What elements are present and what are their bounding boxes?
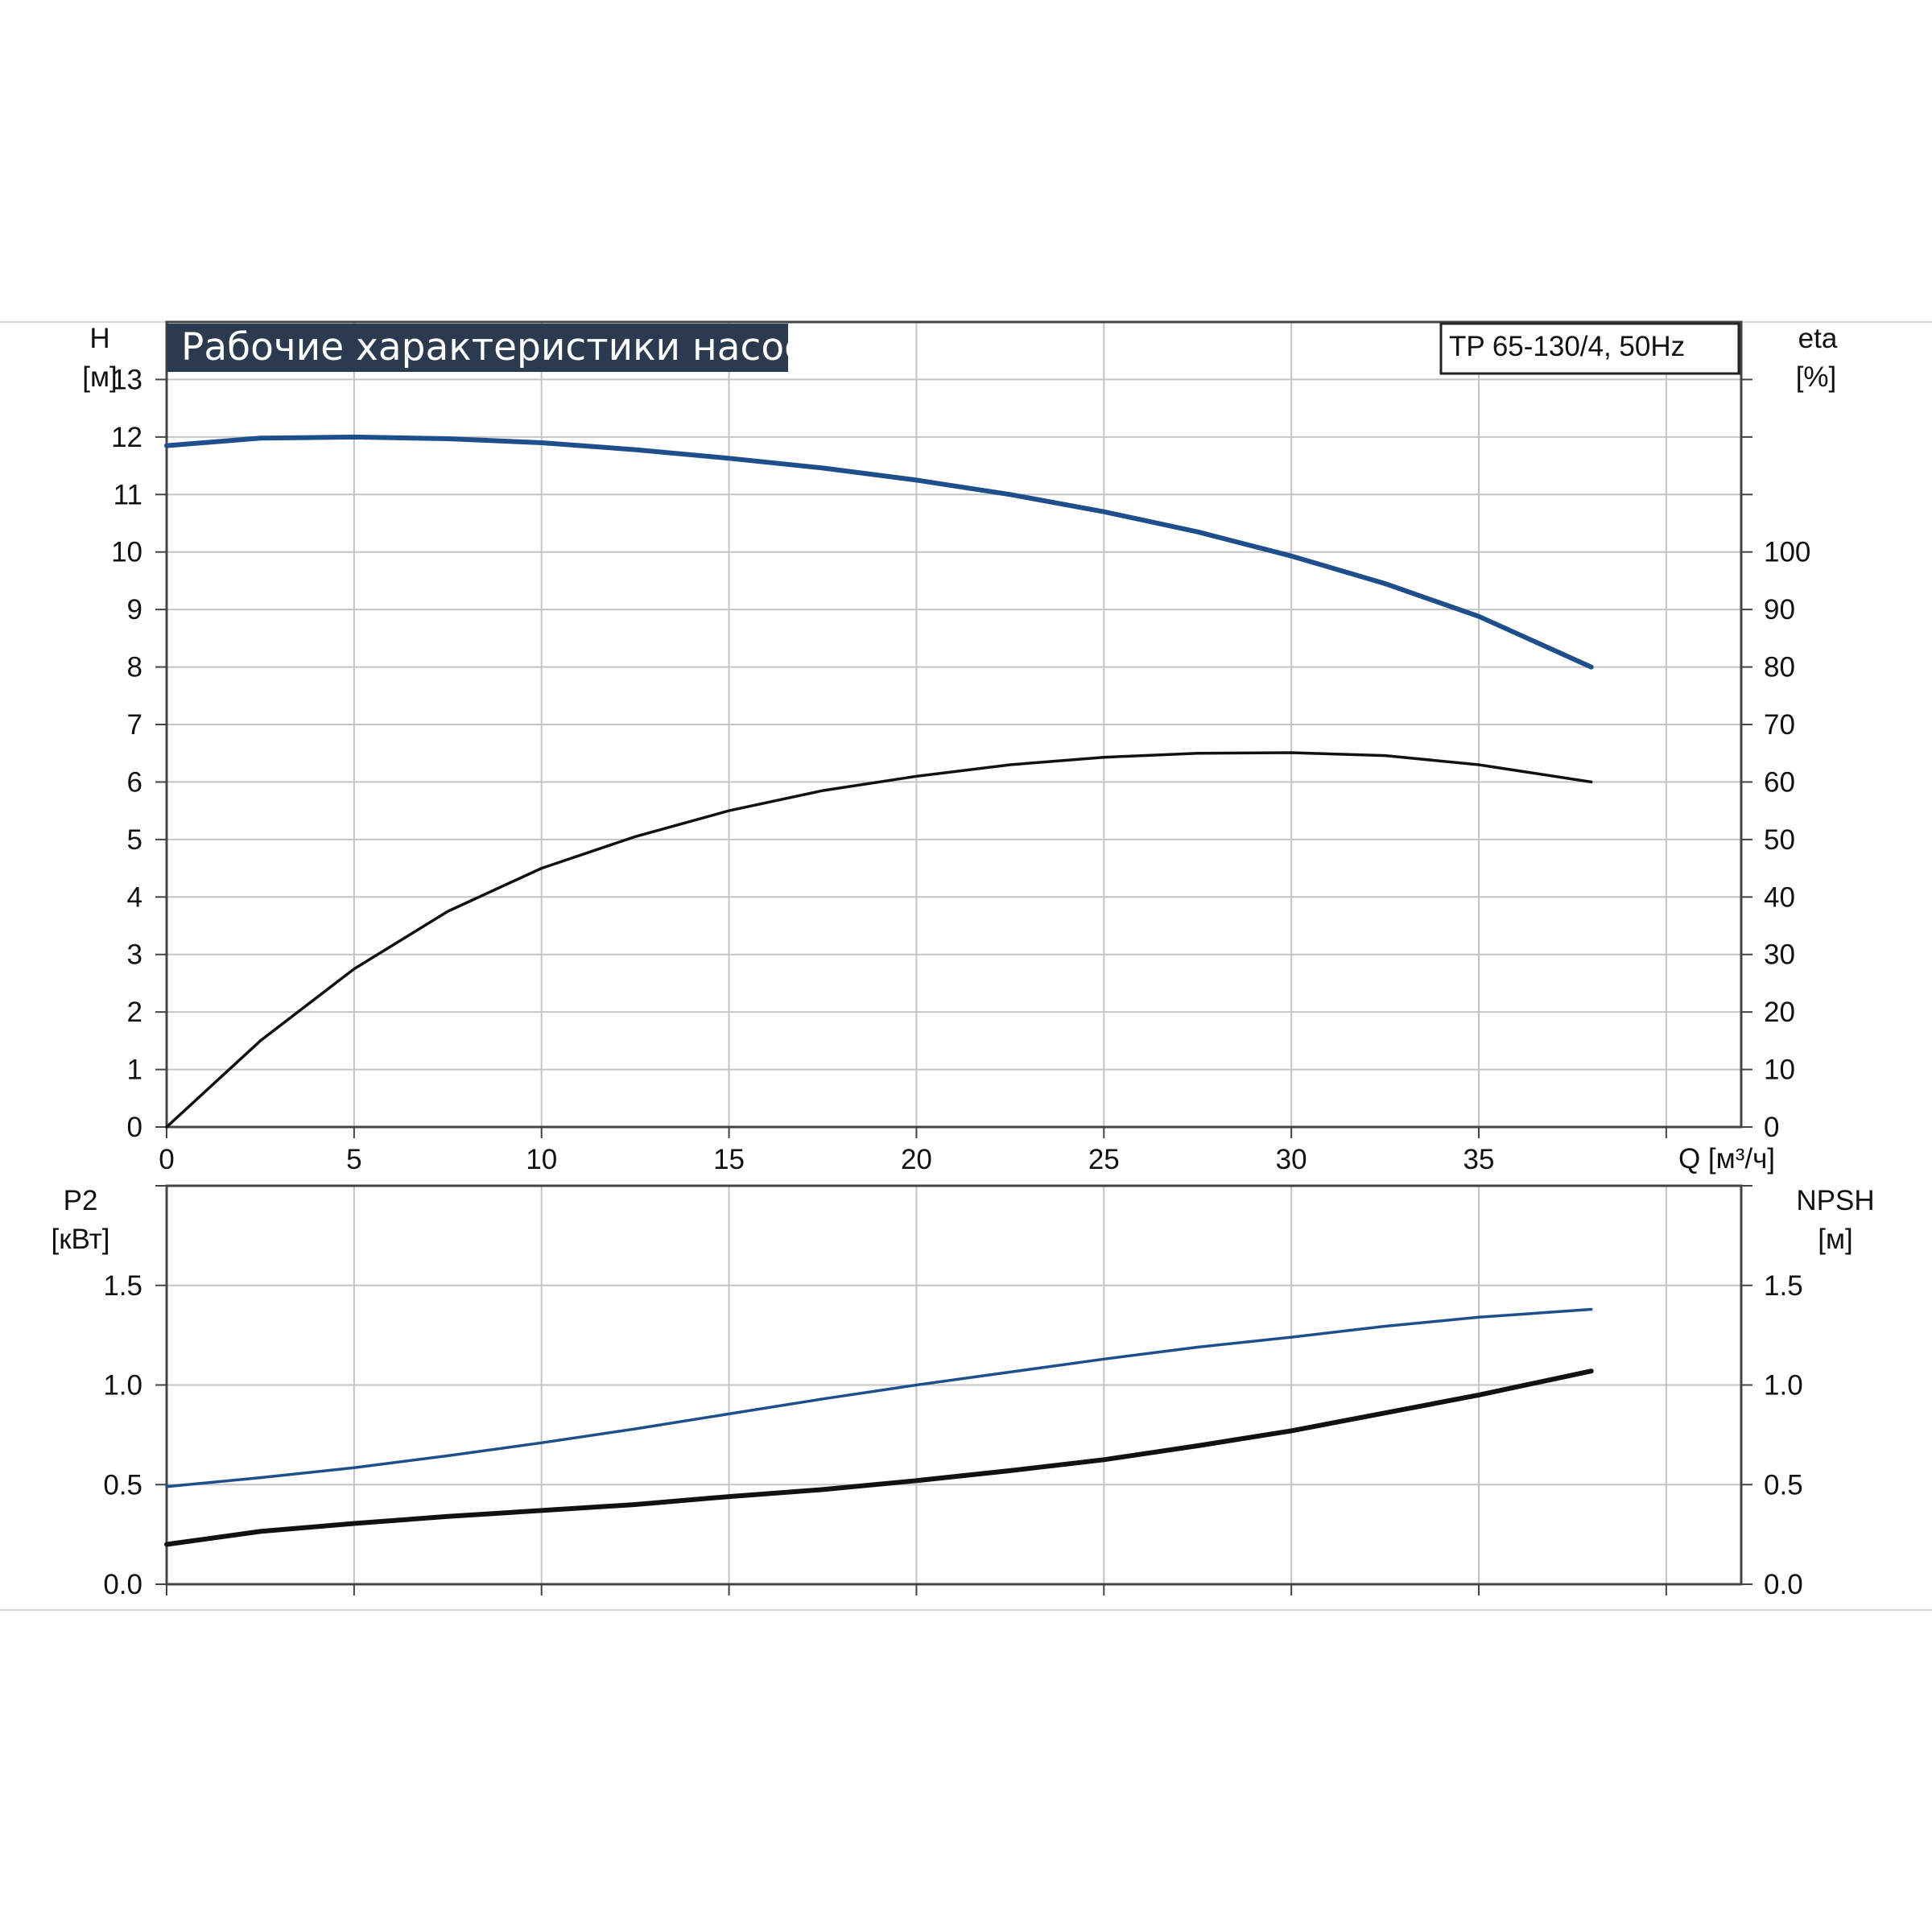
x-tick-label: 25 (1088, 1144, 1120, 1175)
q-axis-unit: Q [м³/ч] (1678, 1143, 1775, 1174)
title-box (167, 324, 788, 372)
y-right-tick-label: 80 (1764, 652, 1795, 683)
curve-p2 (165, 1307, 1593, 1488)
x-tick-label: 10 (526, 1144, 557, 1175)
y-left-tick-label: 1.5 (103, 1270, 142, 1302)
x-tick-label: 35 (1463, 1144, 1495, 1175)
x-tick-label: 15 (713, 1144, 745, 1175)
x-tick-label: 0 (159, 1144, 174, 1175)
y-right-tick-label: 0.5 (1764, 1469, 1803, 1501)
y-left-tick-label: 5 (127, 824, 142, 856)
h-axis-unit: [м] (82, 361, 118, 393)
eta-axis-name: eta (1798, 323, 1838, 354)
p2-axis-unit: [кВт] (52, 1224, 110, 1255)
eta-axis-unit: [%] (1796, 361, 1837, 393)
y-right-tick-label: 20 (1764, 997, 1795, 1028)
y-right-tick-label: 40 (1764, 881, 1795, 913)
x-tick-label: 5 (346, 1144, 361, 1175)
y-left-tick-label: 13 (111, 364, 142, 395)
y-left-tick-label: 0.5 (103, 1469, 142, 1501)
bottom-curves (164, 1307, 1594, 1547)
curve-eta (165, 751, 1593, 1129)
top-curves (164, 434, 1594, 1129)
y-right-tick-label: 30 (1764, 939, 1795, 971)
model-label: TP 65-130/4, 50Hz (1449, 331, 1685, 362)
curve-npsh (164, 1368, 1594, 1547)
y-left-tick-label: 12 (111, 422, 142, 453)
h-axis-name: H (89, 323, 109, 354)
y-right-tick-label: 100 (1764, 537, 1810, 568)
y-left-tick-label: 8 (127, 652, 142, 683)
top-axis-ticks: 0123456789101112130102030405060708090100… (111, 364, 1810, 1175)
y-right-tick-label: 90 (1764, 594, 1795, 625)
y-left-tick-label: 3 (127, 939, 142, 971)
model-box (1439, 322, 1740, 375)
npsh-axis-name: NPSH (1796, 1185, 1874, 1216)
y-left-tick-label: 1 (127, 1055, 142, 1086)
y-left-tick-label: 11 (114, 479, 142, 510)
y-right-tick-label: 60 (1764, 766, 1795, 798)
y-left-tick-label: 10 (111, 537, 142, 568)
y-left-tick-label: 6 (127, 766, 142, 798)
y-left-tick-label: 4 (127, 881, 142, 913)
x-tick-label: 20 (901, 1144, 932, 1175)
y-left-tick-label: 9 (127, 594, 142, 625)
y-right-tick-label: 1.5 (1764, 1270, 1803, 1302)
y-left-tick-label: 0 (127, 1112, 142, 1143)
y-right-tick-label: 0.0 (1764, 1569, 1803, 1600)
y-left-tick-label: 2 (127, 997, 142, 1028)
bottom-axis-ticks: 0.0 0.5 1.0 1.5 0.0 0.5 1.0 1.5 (103, 1185, 1803, 1600)
x-tick-label: 30 (1276, 1144, 1307, 1175)
npsh-axis-unit: [м] (1818, 1224, 1853, 1255)
y-right-tick-label: 0 (1764, 1112, 1779, 1143)
y-left-tick-label: 7 (127, 709, 142, 741)
y-right-tick-label: 1.0 (1764, 1370, 1803, 1402)
y-right-tick-label: 70 (1764, 709, 1795, 741)
y-right-tick-label: 10 (1764, 1055, 1795, 1086)
curve-h (164, 434, 1594, 670)
bottom-grid (166, 1185, 1741, 1585)
y-right-tick-label: 50 (1764, 824, 1795, 856)
y-left-tick-label: 1.0 (103, 1370, 142, 1402)
p2-axis-name: P2 (64, 1185, 98, 1216)
top-grid (166, 322, 1741, 1128)
y-left-tick-label: 0.0 (103, 1569, 142, 1600)
chart-title: Рабочие характеристики насоса (181, 325, 828, 369)
